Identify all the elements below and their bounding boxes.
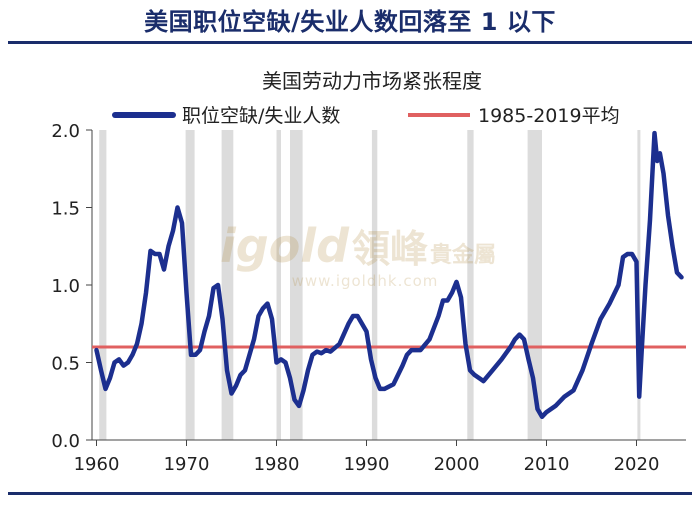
x-tick-label: 2020 bbox=[614, 454, 660, 475]
recession-band-5 bbox=[371, 130, 378, 440]
watermark-cn-name: 領峰 bbox=[352, 227, 428, 271]
watermark-cn-suffix: 貴金屬 bbox=[430, 242, 496, 268]
series-line bbox=[94, 130, 684, 420]
watermark: igold 領峰 貴金屬 www.igoldhk.com bbox=[220, 219, 496, 290]
recession-band-6 bbox=[467, 130, 474, 440]
page-title: 美国职位空缺/失业人数回落至 1 以下 bbox=[144, 8, 556, 36]
series bbox=[92, 130, 686, 420]
chart-title: 美国劳动力市场紧张程度 bbox=[262, 69, 482, 93]
legend-label-series: 职位空缺/失业人数 bbox=[182, 105, 340, 127]
y-tick-label: 2.0 bbox=[51, 121, 80, 142]
bottom-divider bbox=[8, 492, 692, 495]
recession-band-2 bbox=[221, 130, 234, 440]
y-tick-label: 1.0 bbox=[51, 276, 80, 297]
legend: 职位空缺/失业人数 1985-2019平均 bbox=[112, 105, 620, 127]
x-tick-label: 2010 bbox=[524, 454, 570, 475]
x-tick-label: 1990 bbox=[344, 454, 390, 475]
recession-band-1 bbox=[185, 130, 195, 440]
x-tick-label: 1960 bbox=[74, 454, 120, 475]
title-divider bbox=[8, 41, 692, 44]
legend-label-average: 1985-2019平均 bbox=[478, 105, 620, 127]
recession-band-0 bbox=[99, 130, 107, 440]
watermark-brand: igold bbox=[220, 219, 350, 273]
x-tick-label: 1980 bbox=[254, 454, 300, 475]
axes: 0.0 0.5 1.0 1.5 2.0 1960 1970 1980 1990 2000 2010 2… bbox=[51, 121, 686, 475]
y-tick-label: 0.5 bbox=[51, 354, 80, 375]
recession-band-4 bbox=[290, 130, 303, 440]
y-tick-label: 0.0 bbox=[51, 431, 80, 452]
x-tick-label: 1970 bbox=[164, 454, 210, 475]
x-tick-label: 2000 bbox=[434, 454, 480, 475]
recession-band-3 bbox=[276, 130, 281, 440]
y-tick-label: 1.5 bbox=[51, 199, 80, 220]
watermark-url: www.igoldhk.com bbox=[292, 272, 439, 290]
